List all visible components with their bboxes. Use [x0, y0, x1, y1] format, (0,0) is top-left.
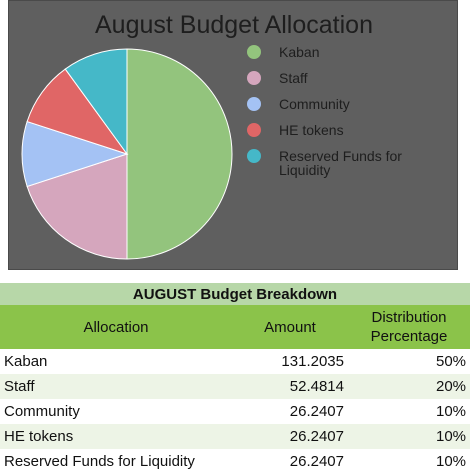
cell-allocation: Community	[0, 399, 232, 424]
cell-amount: 26.2407	[232, 424, 348, 449]
cell-percentage: 10%	[348, 399, 470, 424]
legend-swatch	[247, 97, 261, 111]
legend-label: Reserved Funds for Liquidity	[279, 148, 402, 178]
table-row: HE tokens 26.2407 10%	[0, 424, 470, 449]
cell-allocation: HE tokens	[0, 424, 232, 449]
legend-item: Reserved Funds for Liquidity	[247, 149, 452, 177]
chart-legend: Kaban Staff Community HE tokens Reserved Fun…	[247, 45, 452, 189]
cell-percentage: 10%	[348, 449, 470, 474]
legend-label: Staff	[279, 70, 308, 86]
cell-percentage: 50%	[348, 349, 470, 374]
pie-slice	[26, 153, 128, 260]
header-amount: Amount	[232, 305, 348, 349]
cell-allocation: Reserved Funds for Liquidity	[0, 449, 232, 474]
cell-amount: 131.2035	[232, 349, 348, 374]
legend-swatch	[247, 71, 261, 85]
legend-label: Community	[279, 96, 350, 112]
header-distribution-percentage: Distribution Percentage	[348, 305, 470, 349]
legend-label: Kaban	[279, 44, 320, 60]
budget-breakdown-table: AUGUST Budget Breakdown Allocation Amoun…	[0, 283, 470, 474]
legend-item: Staff	[247, 71, 452, 85]
table-row: Community 26.2407 10%	[0, 399, 470, 424]
cell-allocation: Staff	[0, 374, 232, 399]
pie-chart	[21, 48, 233, 260]
table-row: Staff 52.4814 20%	[0, 374, 470, 399]
legend-swatch	[247, 123, 261, 137]
cell-amount: 26.2407	[232, 399, 348, 424]
legend-swatch	[247, 45, 261, 59]
table-row: Reserved Funds for Liquidity 26.2407 10%	[0, 449, 470, 474]
header-allocation: Allocation	[0, 305, 232, 349]
legend-item: Community	[247, 97, 452, 111]
cell-amount: 26.2407	[232, 449, 348, 474]
cell-percentage: 10%	[348, 424, 470, 449]
table-title: AUGUST Budget Breakdown	[0, 283, 470, 305]
cell-amount: 52.4814	[232, 374, 348, 399]
pie-slice	[64, 48, 128, 156]
chart-title: August Budget Allocation	[95, 11, 373, 39]
table-row: Kaban 131.2035 50%	[0, 349, 470, 374]
legend-item: Kaban	[247, 45, 452, 59]
cell-allocation: Kaban	[0, 349, 232, 374]
legend-swatch	[247, 149, 261, 163]
cell-percentage: 20%	[348, 374, 470, 399]
pie-slice	[126, 48, 233, 260]
pie-chart-panel: August Budget Allocation Kaban Staff Commu…	[8, 0, 458, 270]
legend-label: HE tokens	[279, 122, 344, 138]
legend-item: HE tokens	[247, 123, 452, 137]
